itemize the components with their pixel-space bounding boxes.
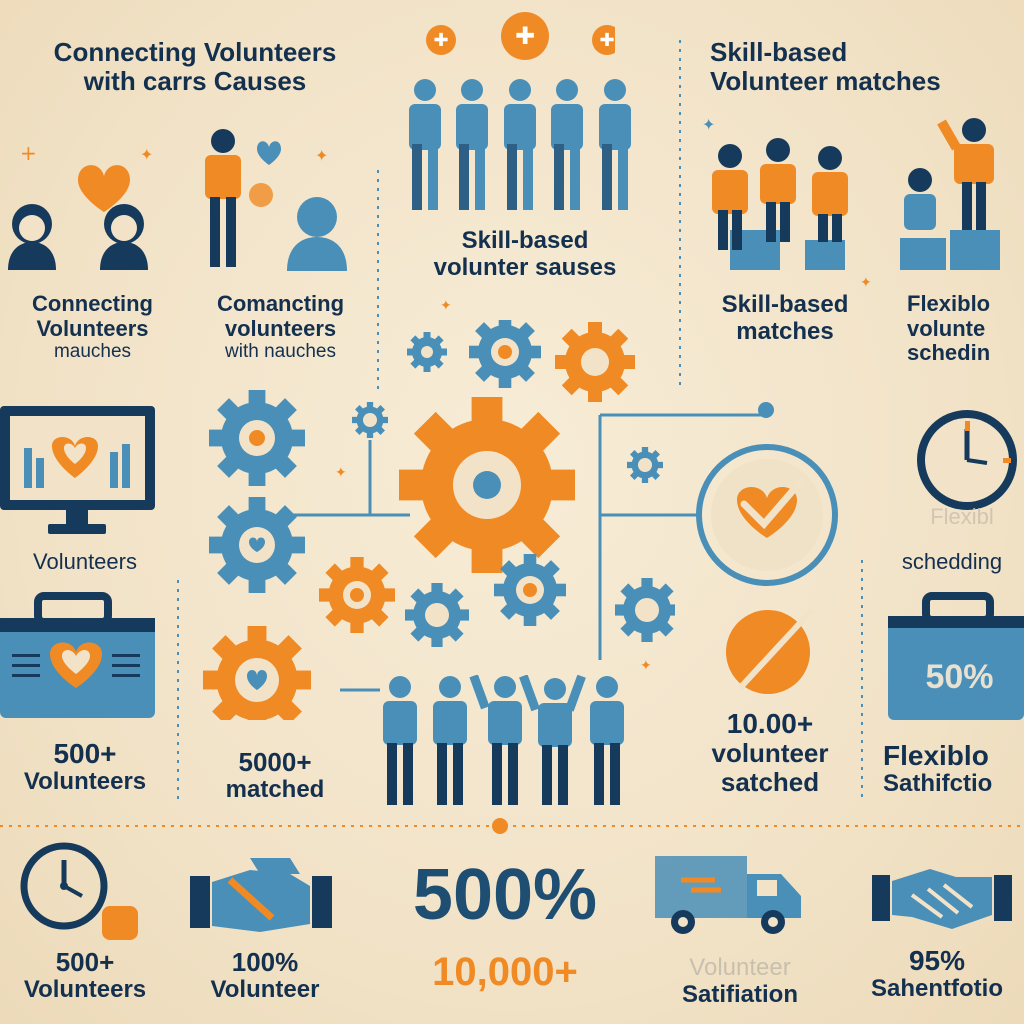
briefcase-percent: 50%: [925, 658, 994, 696]
bottom-item5-text: 95% Sahentfotio: [871, 945, 1003, 1003]
clock-icon: [20, 842, 138, 940]
checkmark-icon: [726, 607, 815, 694]
handshake-icon: [872, 869, 1012, 929]
svg-text:✦: ✦: [315, 146, 328, 165]
row3-right-label: schedding: [901, 549, 1003, 574]
svg-text:✦: ✦: [702, 115, 715, 134]
row2-left-a-text: Connecting Volunteers mauches: [32, 291, 153, 363]
row4-left-a-text: 500+ Volunteers: [23, 738, 147, 796]
sparkle-icon: ✦: [440, 297, 452, 313]
sparkle-icon: ✦: [860, 274, 872, 290]
person-group-icon: [383, 675, 624, 805]
top-center-title: Skill-based volunter sauses: [433, 227, 617, 281]
briefcase-icon: [888, 592, 1024, 720]
bottom-item4-text: Volunteer Satifiation: [681, 954, 798, 1008]
row4-right-a-text: 10.00+ volunteer satched: [711, 708, 829, 798]
briefcase-icon: [0, 592, 155, 718]
row2-right-b-text: Flexiblo volunte schedin: [907, 291, 991, 366]
sparkle-icon: ✦: [640, 657, 652, 673]
bottom-big-percent: 500%: [412, 855, 598, 935]
bottom-item2-text: 100% Volunteer: [210, 947, 320, 1004]
bottom-item1-text: 500+ Volunteers: [23, 947, 147, 1004]
row4-left-b-text: 5000+ matched: [225, 747, 325, 804]
row2-right-a-text: Skill-based matches: [721, 291, 849, 345]
checkmark-icon: [696, 444, 838, 586]
sparkle-icon: ✦: [335, 464, 347, 480]
row3-left-label: Volunteers: [33, 549, 137, 574]
svg-text:✚: ✚: [433, 30, 448, 51]
top-right-title: Skill-based Volunteer matches: [710, 37, 941, 97]
person-group-icon: [409, 79, 631, 210]
computer-monitor-icon: [0, 406, 155, 534]
person-icon: [8, 204, 148, 270]
bottom-big-number: 10,000+: [432, 950, 578, 994]
sparkle-icon: ✚ ✚ ✚: [426, 12, 615, 60]
svg-text:+: +: [20, 141, 37, 165]
svg-text:✚: ✚: [599, 30, 614, 51]
svg-text:✦: ✦: [140, 145, 153, 164]
person-group-icon: ✦: [702, 115, 1000, 270]
top-left-title: Connecting Volunteers with carrs Causes: [53, 37, 337, 97]
clock-icon: [917, 410, 1017, 510]
row2-left-b-text: Comancting volunteers with nauches: [216, 291, 345, 363]
handshake-icon: [190, 858, 332, 932]
person-icon: ✦: [205, 129, 347, 271]
gear-icon: [203, 320, 675, 720]
row4-right-b-text: Flexiblo Sathifctio: [883, 740, 993, 798]
row3-right-faded: Flexibl: [930, 504, 994, 529]
delivery-truck-icon: [655, 856, 801, 934]
heart-icon: + ✦: [20, 141, 153, 212]
svg-text:✚: ✚: [515, 22, 535, 50]
